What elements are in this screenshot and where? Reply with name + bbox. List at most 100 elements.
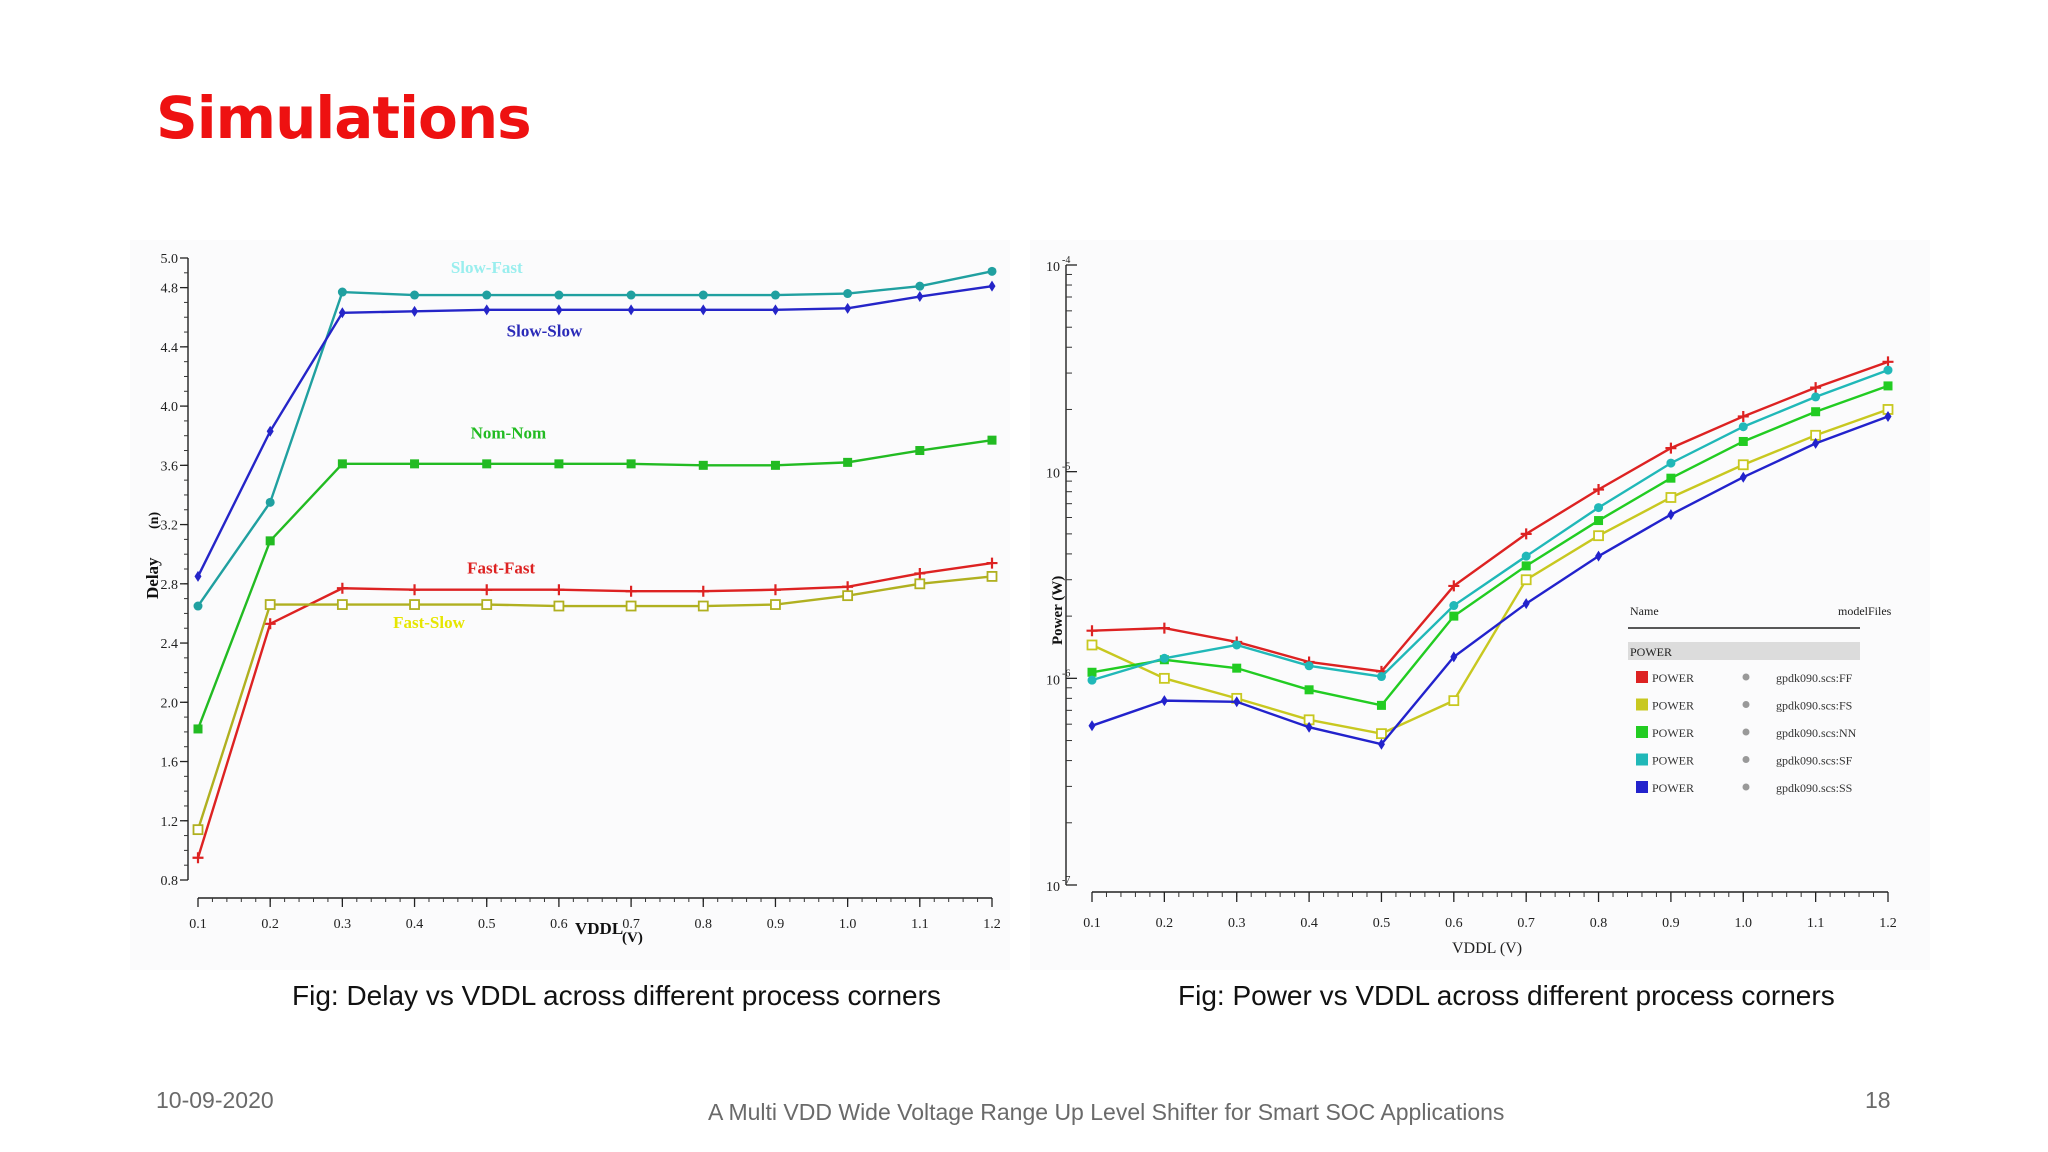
x-axis-label: VDDL [575, 919, 623, 938]
data-point-nom-nom [337, 459, 347, 469]
y-tick-label: 10 [1046, 260, 1060, 275]
y-tick-exponent: -6 [1062, 668, 1070, 679]
data-point-gpdk090-scs-ff [1520, 528, 1532, 540]
legend-group-label: POWER [1630, 645, 1672, 659]
x-tick-label: 0.8 [1590, 916, 1608, 931]
x-tick-label: 0.4 [406, 917, 424, 932]
data-point-gpdk090-scs-sf [1304, 661, 1314, 671]
y-tick-label: 4.4 [161, 341, 179, 356]
data-point-gpdk090-scs-ss [1233, 696, 1241, 708]
legend-swatch-gpdk090-scs-fs [1636, 698, 1648, 711]
data-point-gpdk090-scs-ss [1088, 720, 1096, 732]
x-tick-label: 0.7 [622, 917, 640, 932]
data-point-slow-fast [843, 289, 853, 299]
series-label-fast-slow: Fast-Slow [393, 613, 466, 632]
data-point-gpdk090-scs-nn [1594, 516, 1604, 526]
data-point-fast-slow [697, 600, 709, 612]
data-point-slow-slow [411, 305, 419, 317]
series-slow-fast [193, 266, 997, 611]
power-chart: 10-410-510-610 -70.1 0.2 0.3 0.4 0.5 0.6 0.7 0.8… [1046, 255, 1897, 957]
series-label-slow-slow: Slow-Slow [507, 321, 583, 340]
data-point-slow-slow [338, 307, 346, 319]
series-line-fast-fast [196, 561, 993, 859]
data-point-gpdk090-scs-ff [1737, 410, 1749, 422]
data-point-gpdk090-scs-ff [1810, 382, 1822, 394]
x-tick-label: 1.0 [839, 917, 857, 932]
legend-model-gpdk090-scs-ss: gpdk090.scs:SS [1776, 781, 1852, 795]
data-point-gpdk090-scs-nn [1376, 700, 1386, 710]
legend-series-name: POWER [1652, 754, 1694, 768]
data-point-gpdk090-scs-ss [1595, 550, 1603, 562]
data-point-fast-fast [336, 582, 348, 594]
data-point-slow-slow [555, 304, 563, 316]
y-tick-label: 4.0 [161, 400, 179, 415]
data-point-gpdk090-scs-ff [1086, 625, 1098, 637]
y-tick-label: 1.6 [161, 756, 179, 771]
data-point-nom-nom [193, 724, 203, 734]
data-point-gpdk090-scs-sf [1449, 601, 1459, 611]
data-point-gpdk090-scs-sf [1594, 503, 1604, 513]
data-point-fast-slow [625, 600, 637, 612]
data-point-fast-fast [914, 567, 926, 579]
data-point-fast-slow [770, 599, 781, 610]
legend-series-name: POWER [1652, 699, 1694, 713]
slide-title: Simulations [156, 84, 532, 152]
data-point-fast-fast [481, 584, 493, 596]
series-line-fast-slow [196, 575, 993, 831]
legend-model-icon [1742, 701, 1750, 708]
legend-model-icon [1742, 673, 1750, 681]
series-line-slow-slow [196, 284, 993, 577]
x-tick-label: 1.0 [1735, 916, 1753, 931]
x-tick-label: 1.1 [911, 917, 929, 932]
power-figure-caption: Fig: Power vs VDDL across different proc… [1178, 980, 1835, 1011]
y-tick-exponent: -4 [1062, 255, 1070, 266]
data-point-fast-slow [986, 571, 998, 582]
series-nom-nom [193, 435, 997, 734]
data-point-slow-fast [987, 266, 997, 276]
x-tick-label: 0.6 [550, 917, 568, 932]
legend-swatch-gpdk090-scs-ff [1636, 671, 1648, 683]
data-point-nom-nom [265, 536, 275, 546]
footer-text: A Multi VDD Wide Voltage Range Up Level … [708, 1099, 1505, 1125]
legend-series-name: POWER [1652, 726, 1694, 740]
data-point-gpdk090-scs-fs [1086, 639, 1098, 651]
y-axis-label-group: Power (W) [1050, 576, 1066, 645]
series-gpdk090-scs-sf [1087, 365, 1893, 685]
data-point-gpdk090-scs-sf [1376, 672, 1386, 682]
data-point-gpdk090-scs-nn [1666, 473, 1676, 483]
x-tick-label: 1.2 [1879, 916, 1897, 931]
data-point-gpdk090-scs-fs [1737, 459, 1749, 471]
data-point-slow-slow [916, 291, 924, 303]
data-point-gpdk090-scs-ss [1812, 437, 1820, 449]
y-tick-label: 2.0 [161, 696, 179, 711]
legend-swatch-gpdk090-scs-ss [1636, 781, 1648, 793]
data-point-slow-fast [193, 601, 203, 611]
y-tick-exponent: -5 [1062, 462, 1070, 473]
y-tick-label: 10 [1046, 880, 1060, 895]
y-axis-unit: (n) [147, 512, 162, 529]
data-point-slow-slow [844, 302, 852, 314]
legend-model-gpdk090-scs-sf: gpdk090.scs:SF [1776, 754, 1853, 768]
data-point-gpdk090-scs-ss [1450, 651, 1458, 663]
legend-header-model: modelFiles [1838, 604, 1892, 618]
delay-chart: 0.8 1.2 1.6 2.0 2.4 2.8 3.2 3.6 4.0 4.4 4.8 5.0 0.1 0… [143, 252, 1001, 946]
series-slow-slow [194, 280, 996, 582]
series-label-fast-fast: Fast-Fast [467, 558, 535, 577]
x-axis-label: VDDL (V) [1452, 940, 1522, 957]
data-point-slow-slow [699, 304, 707, 316]
x-tick-label: 0.9 [1662, 916, 1680, 931]
footer-date: 10-09-2020 [156, 1087, 274, 1113]
data-point-fast-fast [192, 852, 204, 864]
y-axis-label-group: Delay (n) [143, 512, 162, 599]
data-point-gpdk090-scs-ss [1667, 509, 1675, 521]
x-tick-label: 0.3 [334, 917, 352, 932]
series-line-gpdk090-scs-ff [1091, 360, 1889, 673]
data-point-gpdk090-scs-nn [1304, 685, 1314, 695]
data-point-gpdk090-scs-nn [1087, 667, 1097, 677]
series-line-gpdk090-scs-ss [1091, 415, 1889, 746]
data-point-fast-slow [914, 578, 926, 590]
y-tick-label: 2.8 [161, 578, 179, 593]
y-tick-label: 0.8 [161, 874, 179, 889]
x-tick-label: 0.5 [478, 917, 496, 932]
data-point-slow-fast [265, 497, 275, 507]
